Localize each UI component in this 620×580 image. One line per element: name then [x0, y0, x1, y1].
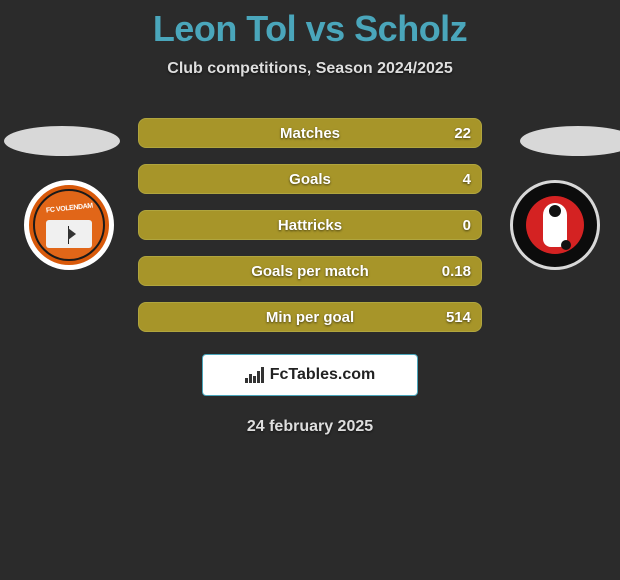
club-logo-right-inner [526, 196, 584, 254]
player-left-avatar-placeholder [4, 126, 120, 156]
club-logo-right[interactable] [510, 180, 600, 270]
stat-label: Goals [289, 171, 331, 188]
club-right-figure-icon [543, 203, 567, 247]
source-link[interactable]: FcTables.com [202, 354, 418, 396]
bar-chart-icon [245, 367, 264, 383]
club-left-scene-icon [46, 220, 92, 248]
stats-table: Matches 22 Goals 4 Hattricks 0 Goals per… [138, 118, 482, 332]
stat-label: Hattricks [278, 217, 342, 234]
footer-date: 24 february 2025 [0, 418, 620, 436]
stat-row-hattricks: Hattricks 0 [138, 210, 482, 240]
stat-right-value: 22 [454, 125, 471, 142]
stat-label: Matches [280, 125, 340, 142]
club-logo-left[interactable]: FC VOLENDAM [24, 180, 114, 270]
stat-right-value: 514 [446, 309, 471, 326]
page-subtitle: Club competitions, Season 2024/2025 [0, 60, 620, 78]
comparison-card: Leon Tol vs Scholz Club competitions, Se… [0, 0, 620, 580]
stat-right-value: 0.18 [442, 263, 471, 280]
player-right-avatar-placeholder [520, 126, 620, 156]
page-title: Leon Tol vs Scholz [0, 8, 620, 50]
stat-label: Goals per match [251, 263, 369, 280]
club-left-text: FC VOLENDAM [45, 203, 92, 215]
source-brand-text: FcTables.com [270, 366, 376, 384]
stat-row-min-per-goal: Min per goal 514 [138, 302, 482, 332]
stat-right-value: 0 [463, 217, 471, 234]
stat-row-goals-per-match: Goals per match 0.18 [138, 256, 482, 286]
club-logo-left-inner: FC VOLENDAM [33, 189, 105, 261]
stat-row-matches: Matches 22 [138, 118, 482, 148]
stat-right-value: 4 [463, 171, 471, 188]
stat-label: Min per goal [266, 309, 354, 326]
stat-row-goals: Goals 4 [138, 164, 482, 194]
